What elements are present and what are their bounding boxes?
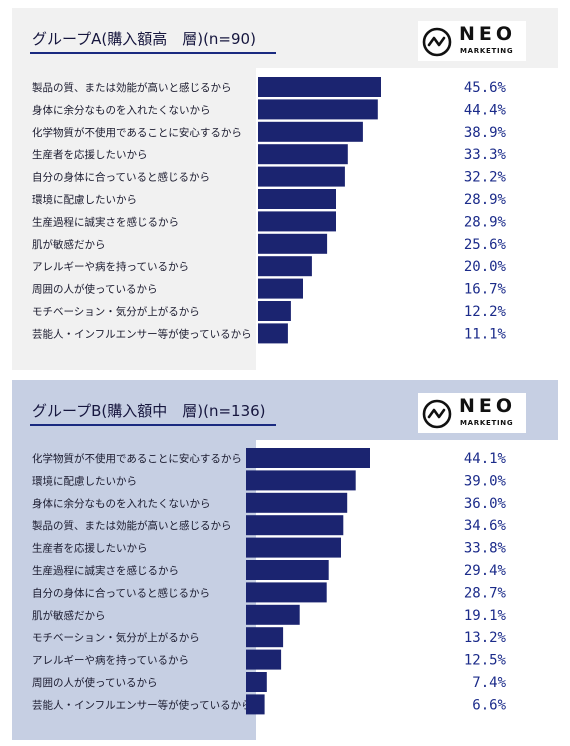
value-label-b: 28.7% [464, 585, 507, 601]
bar-chart-b: 化学物質が不使用であることに安心するから 44.1% 環境に配慮したいから 39.0%… [32, 448, 507, 715]
category-label-a: 肌が敏感だから [32, 238, 106, 251]
value-label-a: 16.7% [464, 282, 507, 298]
bar-b [246, 672, 267, 692]
bar-b [246, 604, 300, 625]
value-label-b: 12.5% [464, 653, 507, 669]
bar-a [258, 189, 336, 209]
bar-b [246, 582, 327, 603]
category-label-a: 身体に余分なものを入れたくないから [32, 103, 211, 116]
bar-chart-a: 製品の質、または効能が高いと感じるから 45.6% 身体に余分なものを入れたくないか… [32, 77, 507, 344]
category-label-b: 生産者を応援したいから [32, 542, 148, 555]
bar-b [246, 515, 344, 536]
logo-name: NEO [459, 23, 517, 45]
bar-b [246, 537, 341, 558]
value-label-a: 28.9% [464, 214, 507, 230]
category-label-a: 芸能人・インフルエンサー等が使っているから [32, 327, 252, 340]
category-label-b: アレルギーや病を持っているから [32, 654, 189, 667]
category-label-b: 周囲の人が使っているから [32, 676, 157, 689]
value-label-b: 34.6% [464, 518, 507, 534]
chart-panel-a: グループA(購入額高 層)(n=90) NEO MARKETING 製品の質、ま… [12, 8, 558, 370]
category-label-a: 生産者を応援したいから [32, 148, 148, 161]
category-label-b: 肌が敏感だから [32, 609, 106, 622]
category-label-b: 製品の質、または効能が高いと感じるから [32, 519, 232, 532]
logo-wave-icon [422, 27, 452, 57]
category-label-a: 製品の質、または効能が高いと感じるから [32, 81, 232, 94]
category-label-a: モチベーション・気分が上がるから [32, 305, 200, 318]
bar-b [246, 470, 356, 491]
chart-title-a: グループA(購入額高 層)(n=90) [32, 30, 256, 48]
bar-a [258, 121, 363, 142]
category-label-b: 環境に配慮したいから [32, 474, 137, 487]
category-label-b: 化学物質が不使用であることに安心するから [32, 452, 242, 465]
title-underline-b [30, 424, 276, 426]
category-label-b: モチベーション・気分が上がるから [32, 631, 200, 644]
value-label-a: 38.9% [464, 125, 507, 141]
value-label-a: 28.9% [464, 192, 507, 208]
bar-b [246, 649, 282, 670]
value-label-b: 13.2% [464, 630, 507, 646]
bar-b [246, 492, 348, 513]
value-label-b: 29.4% [464, 563, 507, 579]
value-label-a: 11.1% [464, 326, 507, 342]
chart-title-b: グループB(購入額中 層)(n=136) [32, 402, 266, 420]
bar-a [258, 211, 336, 232]
value-label-a: 12.2% [464, 304, 507, 320]
value-label-b: 39.0% [464, 473, 507, 489]
title-underline-a [30, 52, 276, 54]
logo-subtitle: MARKETING [460, 419, 514, 427]
category-label-a: 化学物質が不使用であることに安心するから [32, 126, 242, 139]
bar-a [258, 99, 378, 120]
value-label-a: 44.4% [464, 102, 507, 118]
logo-name: NEO [459, 395, 517, 417]
category-label-a: 生産過程に誠実さを感じるから [32, 215, 179, 228]
value-label-b: 7.4% [472, 675, 506, 691]
neo-marketing-logo-a: NEO MARKETING [418, 21, 526, 61]
bar-a [258, 233, 328, 254]
value-label-a: 25.6% [464, 237, 507, 253]
value-label-b: 19.1% [464, 608, 507, 624]
category-label-a: 環境に配慮したいから [32, 193, 137, 206]
bar-a [258, 77, 381, 97]
bar-a [258, 166, 345, 187]
bar-b [246, 560, 329, 580]
value-label-b: 33.8% [464, 541, 507, 557]
category-label-b: 自分の身体に合っていると感じるから [32, 586, 210, 599]
bar-b [246, 448, 370, 468]
chart-panel-b: グループB(購入額中 層)(n=136) NEO MARKETING 化学物質が… [12, 380, 558, 740]
value-label-a: 20.0% [464, 259, 507, 275]
value-label-b: 36.0% [464, 496, 507, 512]
value-label-b: 6.6% [472, 697, 506, 713]
bar-a [258, 256, 312, 277]
category-label-a: 自分の身体に合っていると感じるから [32, 171, 210, 184]
category-label-a: アレルギーや病を持っているから [32, 260, 189, 273]
bar-b [246, 627, 284, 648]
neo-marketing-logo-b: NEO MARKETING [418, 393, 526, 433]
category-label-a: 周囲の人が使っているから [32, 283, 157, 296]
bar-a [258, 323, 288, 344]
value-label-a: 33.3% [464, 147, 507, 163]
bar-a [258, 278, 303, 299]
value-label-a: 45.6% [464, 80, 507, 96]
logo-wave-icon [422, 399, 452, 429]
category-label-b: 芸能人・インフルエンサー等が使っているから [32, 698, 252, 711]
bar-b [246, 694, 265, 715]
category-label-b: 身体に余分なものを入れたくないから [32, 497, 211, 510]
bar-a [258, 301, 291, 321]
bar-a [258, 144, 348, 165]
category-label-b: 生産過程に誠実さを感じるから [32, 564, 179, 577]
value-label-a: 32.2% [464, 170, 507, 186]
value-label-b: 44.1% [464, 451, 507, 467]
logo-subtitle: MARKETING [460, 47, 514, 55]
